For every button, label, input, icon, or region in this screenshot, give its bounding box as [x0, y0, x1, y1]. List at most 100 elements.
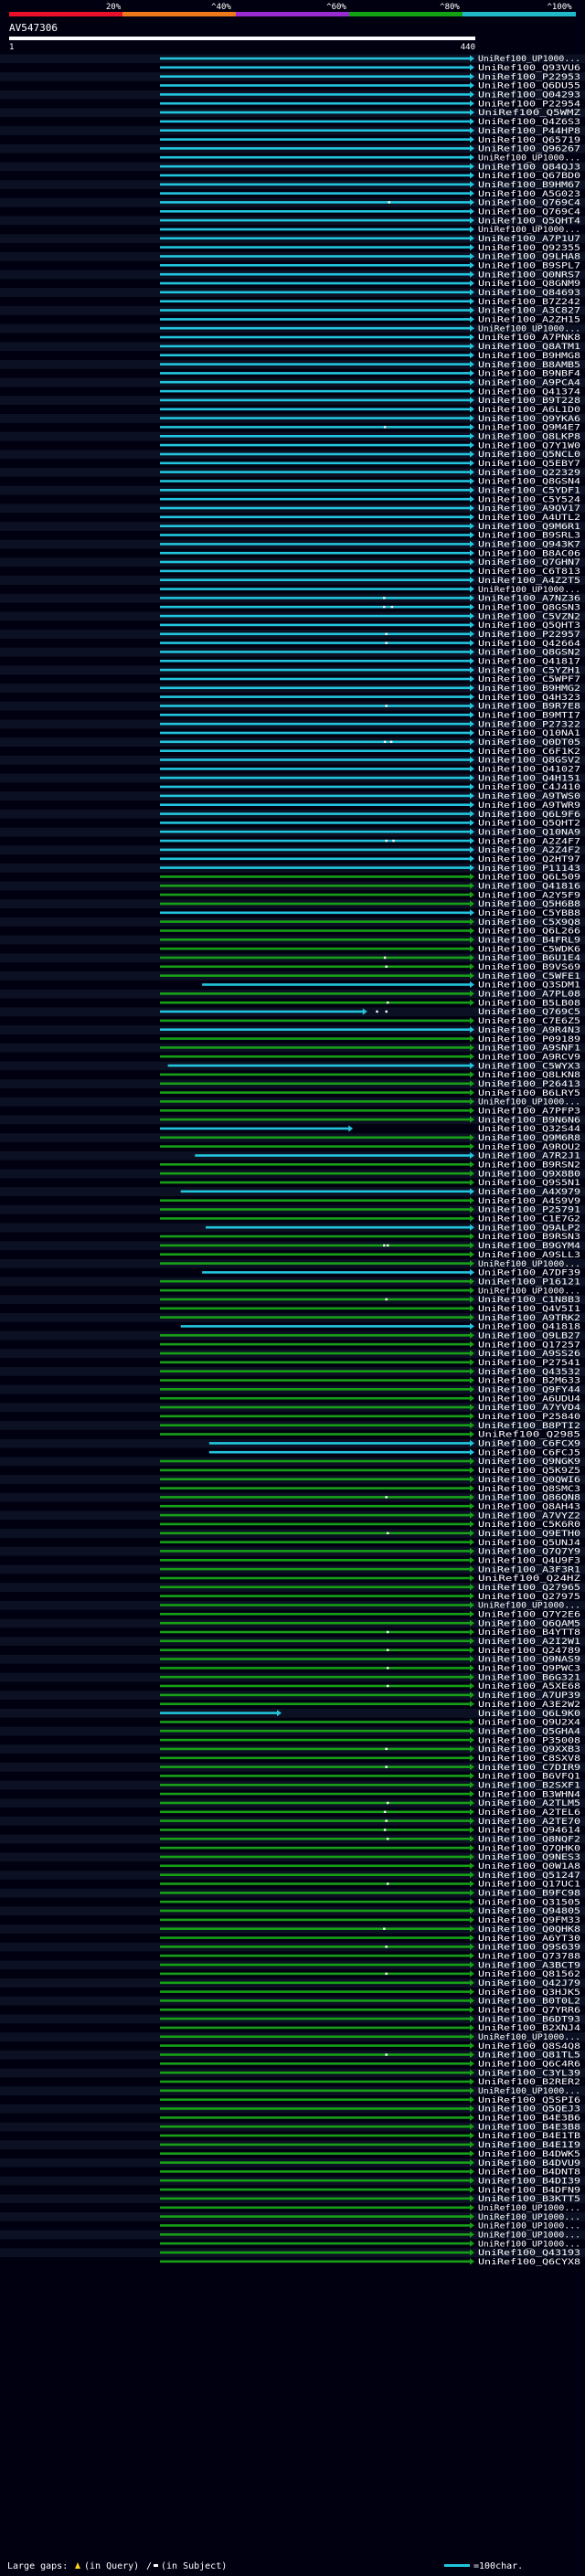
hit-label[interactable]: UniRef100_P44HP8 — [478, 127, 580, 136]
hit-label[interactable]: UniRef100_A3E2W2 — [478, 1701, 580, 1710]
hit-row[interactable]: UniRef100_UP1000... — [0, 225, 585, 235]
hit-row[interactable]: UniRef100_B9T228 — [0, 396, 585, 406]
hit-row[interactable]: UniRef100_Q5WMZ — [0, 108, 585, 118]
hit-bar[interactable] — [160, 155, 471, 159]
hit-row[interactable]: UniRef100_B9SPL7 — [0, 260, 585, 271]
hit-bar[interactable] — [160, 246, 471, 249]
hit-row[interactable]: UniRef100_Q9S5N1 — [0, 1178, 585, 1188]
hit-row[interactable]: UniRef100_Q65719 — [0, 135, 585, 145]
hit-row[interactable]: UniRef100_Q7YRR6 — [0, 2005, 585, 2016]
hit-label[interactable]: UniRef100_Q41817 — [478, 658, 580, 667]
hit-bar[interactable] — [160, 1001, 471, 1004]
hit-label[interactable]: UniRef100_UP1000... — [478, 2222, 580, 2231]
hit-label[interactable]: UniRef100_Q9FM33 — [478, 1916, 580, 1925]
hit-row[interactable]: UniRef100_Q8GSN3 — [0, 602, 585, 613]
hit-bar[interactable] — [160, 2107, 471, 2110]
hit-bar[interactable] — [160, 1504, 471, 1508]
hit-row[interactable]: UniRef100_A2ZH15 — [0, 314, 585, 325]
hit-row[interactable]: UniRef100_Q27975 — [0, 1592, 585, 1602]
hit-row[interactable]: UniRef100_Q8NQF2 — [0, 1834, 585, 1845]
hit-label[interactable]: UniRef100_Q6L9F6 — [478, 811, 580, 820]
hit-row[interactable]: UniRef100_A9SLL3 — [0, 1250, 585, 1260]
hit-row[interactable]: UniRef100_B2SXF1 — [0, 1780, 585, 1791]
hit-label[interactable]: UniRef100_B9VS69 — [478, 963, 580, 972]
hit-bar[interactable] — [160, 1388, 471, 1391]
hit-label[interactable]: UniRef100_A2TLM5 — [478, 1799, 580, 1808]
hit-row[interactable]: UniRef100_B6U1E4 — [0, 953, 585, 963]
hit-bar[interactable] — [160, 812, 471, 815]
hit-label[interactable]: UniRef100_Q8ATM1 — [478, 343, 580, 352]
hit-bar[interactable] — [160, 1882, 471, 1885]
hit-label[interactable]: UniRef100_Q4U9F3 — [478, 1557, 580, 1566]
hit-bar[interactable] — [160, 2116, 471, 2119]
hit-label[interactable]: UniRef100_Q6L266 — [478, 928, 580, 937]
hit-label[interactable]: UniRef100_B4E3B8 — [478, 2123, 580, 2132]
hit-bar[interactable] — [160, 722, 471, 726]
hit-row[interactable]: UniRef100_C8SXV8 — [0, 1754, 585, 1764]
hit-row[interactable]: UniRef100_C5K6R0 — [0, 1520, 585, 1530]
hit-bar[interactable] — [160, 1468, 471, 1472]
hit-label[interactable]: UniRef100_Q94805 — [478, 1907, 580, 1916]
hit-bar[interactable] — [160, 2143, 471, 2147]
hit-row[interactable]: UniRef100_B9VS69 — [0, 962, 585, 972]
hit-label[interactable]: UniRef100_Q4H323 — [478, 694, 580, 703]
hit-row[interactable]: UniRef100_Q4Z6S3 — [0, 117, 585, 127]
hit-row[interactable]: UniRef100_A9TRK2 — [0, 1313, 585, 1323]
hit-row[interactable]: UniRef100_B4DVU9 — [0, 2158, 585, 2168]
hit-label[interactable]: UniRef100_Q6DU55 — [478, 82, 580, 91]
hit-row[interactable]: UniRef100_A2Y5F9 — [0, 890, 585, 901]
hit-row[interactable]: UniRef100_A9SNF1 — [0, 1043, 585, 1054]
hit-bar[interactable] — [160, 147, 471, 150]
hit-bar[interactable] — [160, 525, 471, 527]
hit-bar[interactable] — [160, 2017, 471, 2020]
hit-bar[interactable] — [160, 1684, 471, 1688]
hit-row[interactable]: UniRef100_P25791 — [0, 1204, 585, 1215]
hit-label[interactable]: UniRef100_P16121 — [478, 1277, 580, 1287]
hit-bar[interactable] — [208, 1442, 471, 1445]
hit-label[interactable]: UniRef100_A7R2J1 — [478, 1152, 580, 1161]
hit-label[interactable]: UniRef100_Q27975 — [478, 1593, 580, 1602]
hit-bar[interactable] — [160, 992, 471, 995]
hit-bar[interactable] — [160, 902, 471, 906]
hit-row[interactable]: UniRef100_Q9NES3 — [0, 1852, 585, 1862]
hit-row[interactable]: UniRef100_Q6DU55 — [0, 80, 585, 91]
hit-label[interactable]: UniRef100_A5XE68 — [478, 1682, 580, 1691]
hit-label[interactable]: UniRef100_Q9ETH0 — [478, 1530, 580, 1539]
hit-bar[interactable] — [160, 1415, 471, 1418]
hit-row[interactable]: UniRef100_Q5SPI6 — [0, 2095, 585, 2105]
hit-bar[interactable] — [160, 1127, 350, 1130]
hit-row[interactable]: UniRef100_P26413 — [0, 1079, 585, 1089]
hit-label[interactable]: UniRef100_B6LRY5 — [478, 1089, 580, 1098]
hit-label[interactable]: UniRef100_C6T813 — [478, 567, 580, 577]
hit-row[interactable]: UniRef100_Q0W1A8 — [0, 1861, 585, 1871]
hit-bar[interactable] — [160, 1738, 471, 1742]
hit-label[interactable]: UniRef100_A4UTL2 — [478, 514, 580, 523]
hit-bar[interactable] — [160, 1199, 471, 1202]
hit-label[interactable]: UniRef100_UP1000... — [478, 2204, 580, 2213]
hit-label[interactable]: UniRef100_B6U1E4 — [478, 954, 580, 963]
hit-row[interactable]: UniRef100_B9HMG2 — [0, 684, 585, 694]
hit-bar[interactable] — [160, 2260, 471, 2263]
hit-bar[interactable] — [160, 866, 471, 869]
hit-label[interactable]: UniRef100_Q9ALP2 — [478, 1224, 580, 1233]
hit-bar[interactable] — [160, 1712, 278, 1714]
hit-row[interactable]: UniRef100_A3BCT9 — [0, 1960, 585, 1971]
hit-row[interactable]: UniRef100_Q94614 — [0, 1825, 585, 1836]
hit-label[interactable]: UniRef100_Q10NA1 — [478, 729, 580, 738]
hit-label[interactable]: UniRef100_Q86QN8 — [478, 1494, 580, 1503]
hit-row[interactable]: UniRef100_UP1000... — [0, 323, 585, 334]
hit-row[interactable]: UniRef100_C5Y524 — [0, 494, 585, 505]
hit-label[interactable]: UniRef100_Q6L509 — [478, 874, 580, 883]
hit-row[interactable]: UniRef100_C6FCX9 — [0, 1438, 585, 1449]
hit-bar[interactable] — [160, 848, 471, 852]
hit-label[interactable]: UniRef100_Q5NCL0 — [478, 451, 580, 460]
hit-bar[interactable] — [160, 2098, 471, 2101]
hit-bar[interactable] — [206, 1225, 471, 1229]
hit-label[interactable]: UniRef100_Q84693 — [478, 289, 580, 298]
hit-row[interactable]: UniRef100_Q86QN8 — [0, 1492, 585, 1503]
hit-label[interactable]: UniRef100_C6FCJ5 — [478, 1448, 580, 1458]
hit-bar[interactable] — [160, 543, 471, 546]
hit-label[interactable]: UniRef100_B9GYM4 — [478, 1242, 580, 1251]
hit-label[interactable]: UniRef100_B9SPL7 — [478, 262, 580, 271]
hit-bar[interactable] — [160, 138, 471, 141]
